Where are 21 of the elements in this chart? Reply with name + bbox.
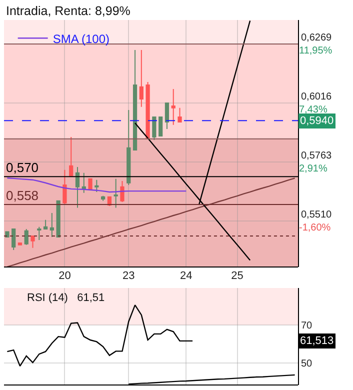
ref-line-label: 0,558	[6, 188, 39, 203]
y-tick-label: 0,5763	[301, 150, 332, 162]
y-tick-label: 0,6016	[301, 91, 332, 102]
y2-tick-label: -1,60%	[299, 222, 331, 234]
x-tick-label: 20	[58, 270, 71, 282]
y-tick-label: 70	[301, 320, 313, 332]
x-tick-label: 24	[180, 270, 192, 282]
legend-label: SMA (100)	[52, 32, 110, 46]
x-tick-label: 25	[231, 270, 244, 282]
annotation: 61,513	[300, 335, 334, 347]
y2-tick-label: 7,43%	[299, 104, 328, 116]
y2-tick-label: 11,95%	[299, 46, 332, 57]
x-tick-label: 23	[122, 270, 135, 282]
y-tick-label: 50	[301, 358, 313, 370]
y2-tick-label: 2,91%	[299, 163, 328, 174]
ref-line-label: 0,570	[6, 160, 39, 175]
chart-title: Intradia, Renta: 8,99%	[6, 4, 130, 18]
chart-title: RSI (14) 61,51	[27, 292, 105, 304]
y-tick-label: 0,6269	[301, 32, 332, 44]
ref-line-label: 0,5940	[300, 115, 334, 127]
y-tick-label: 0,5510	[301, 209, 332, 220]
